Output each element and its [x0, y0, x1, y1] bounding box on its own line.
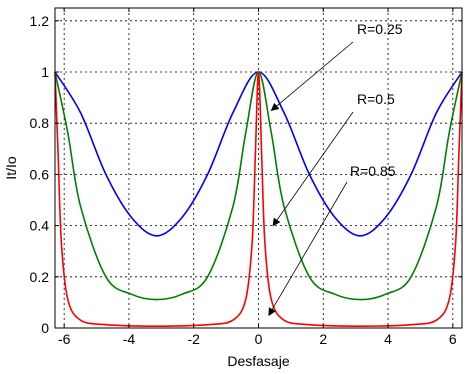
x-tick-label: 0	[255, 331, 263, 347]
ticks: -6 -4 -2 0 2 4 6 0 0.2 0.4 0.6 0.8 1 1.2	[30, 8, 462, 347]
x-tick-label: -2	[187, 331, 200, 347]
y-tick-label: 0.8	[30, 115, 50, 131]
series-layer	[54, 71, 463, 328]
y-tick-label: 0.2	[30, 269, 50, 285]
y-axis-label: It/Io	[3, 156, 19, 180]
annotation-arrow-1	[270, 41, 354, 112]
y-tick-label: 1.2	[30, 13, 50, 29]
x-tick-label: 2	[319, 331, 327, 347]
x-tick-label: -6	[58, 331, 71, 347]
series-line-3	[54, 71, 463, 328]
annotation-label-3: R=0.85	[350, 163, 396, 179]
annotation-label-1: R=0.25	[357, 21, 403, 37]
annotation-arrow-3	[268, 181, 348, 317]
y-tick-label: 1	[41, 64, 49, 80]
x-axis-label: Desfasaje	[227, 353, 289, 369]
annotations: R=0.25 R=0.5 R=0.85	[268, 21, 403, 317]
y-tick-label: 0	[41, 320, 49, 336]
y-tick-label: 0.4	[30, 218, 50, 234]
x-tick-label: -4	[123, 331, 136, 347]
annotation-label-2: R=0.5	[357, 91, 395, 107]
x-tick-label: 6	[449, 331, 457, 347]
y-tick-label: 0.6	[30, 166, 50, 182]
annotation-arrow-2	[272, 111, 354, 227]
x-tick-label: 4	[384, 331, 392, 347]
